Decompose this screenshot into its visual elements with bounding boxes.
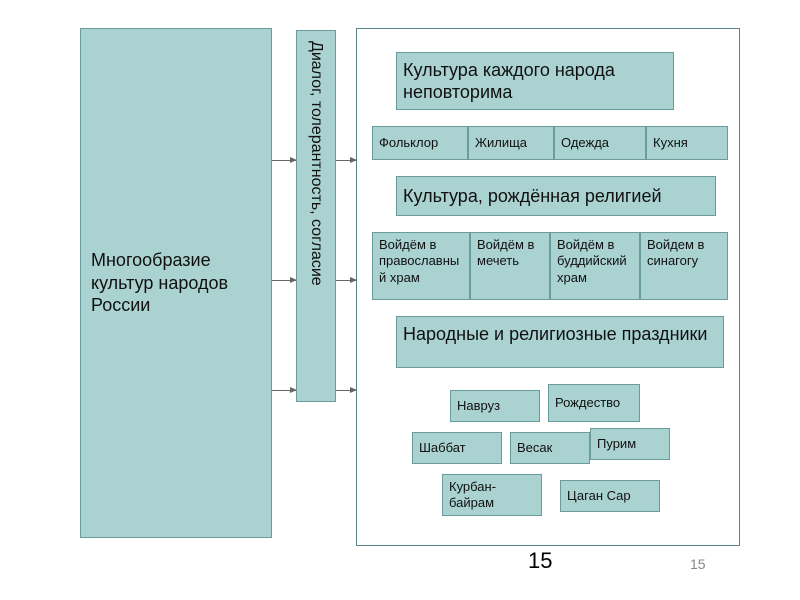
- row-cell: Фольклор: [372, 126, 468, 160]
- row-cell-label: Войдём в мечеть: [477, 237, 543, 270]
- holiday-box: Шаббат: [412, 432, 502, 464]
- row-cell-label: Войдем в синагогу: [647, 237, 721, 270]
- holiday-box: Весак: [510, 432, 590, 464]
- box-diversity: Многообразие культур народов России: [80, 28, 272, 538]
- connector-arrow: [272, 160, 296, 161]
- connector-arrow: [336, 280, 356, 281]
- holiday-box: Рождество: [548, 384, 640, 422]
- holiday-box: Навруз: [450, 390, 540, 422]
- connector-arrow: [336, 390, 356, 391]
- row-cell: Войдём в православный храм: [372, 232, 470, 300]
- holiday-box-label: Навруз: [457, 398, 500, 414]
- connector-arrow: [336, 160, 356, 161]
- holiday-box-label: Курбан-байрам: [449, 479, 535, 512]
- holiday-box-label: Весак: [517, 440, 552, 456]
- row-cell: Кухня: [646, 126, 728, 160]
- header-culture-unique: Культура каждого народа неповторима: [396, 52, 674, 110]
- header-holidays-label: Народные и религиозные праздники: [403, 323, 708, 346]
- row-cell: Войдём в мечеть: [470, 232, 550, 300]
- box-diversity-label: Многообразие культур народов России: [91, 249, 261, 317]
- connector-arrow: [272, 390, 296, 391]
- page-number-small: 15: [690, 556, 706, 572]
- row-cell: Одежда: [554, 126, 646, 160]
- header-culture-unique-label: Культура каждого народа неповторима: [403, 59, 667, 104]
- holiday-box-label: Рождество: [555, 395, 620, 411]
- row-cell-label: Войдём в буддийский храм: [557, 237, 633, 286]
- holiday-box: Цаган Сар: [560, 480, 660, 512]
- row-cell-label: Войдём в православный храм: [379, 237, 463, 286]
- header-religion-culture-label: Культура, рождённая религией: [403, 185, 662, 208]
- holiday-box-label: Пурим: [597, 436, 636, 452]
- row-cell-label: Жилища: [475, 135, 527, 151]
- row-cell: Войдем в синагогу: [640, 232, 728, 300]
- page-number-large: 15: [528, 548, 552, 574]
- row-culture-aspects: Фольклор Жилища Одежда Кухня: [372, 126, 728, 160]
- header-holidays: Народные и религиозные праздники: [396, 316, 724, 368]
- header-religion-culture: Культура, рождённая религией: [396, 176, 716, 216]
- box-dialogue-label: Диалог, толерантность, согласие: [306, 41, 326, 286]
- holiday-box: Пурим: [590, 428, 670, 460]
- holiday-box: Курбан-байрам: [442, 474, 542, 516]
- holiday-box-label: Цаган Сар: [567, 488, 631, 504]
- row-cell-label: Фольклор: [379, 135, 438, 151]
- row-cell-label: Одежда: [561, 135, 609, 151]
- connector-arrow: [272, 280, 296, 281]
- row-cell-label: Кухня: [653, 135, 688, 151]
- holiday-box-label: Шаббат: [419, 440, 466, 456]
- row-cell: Войдём в буддийский храм: [550, 232, 640, 300]
- row-cell: Жилища: [468, 126, 554, 160]
- row-temples: Войдём в православный храм Войдём в мечет…: [372, 232, 728, 300]
- box-dialogue: Диалог, толерантность, согласие: [296, 30, 336, 402]
